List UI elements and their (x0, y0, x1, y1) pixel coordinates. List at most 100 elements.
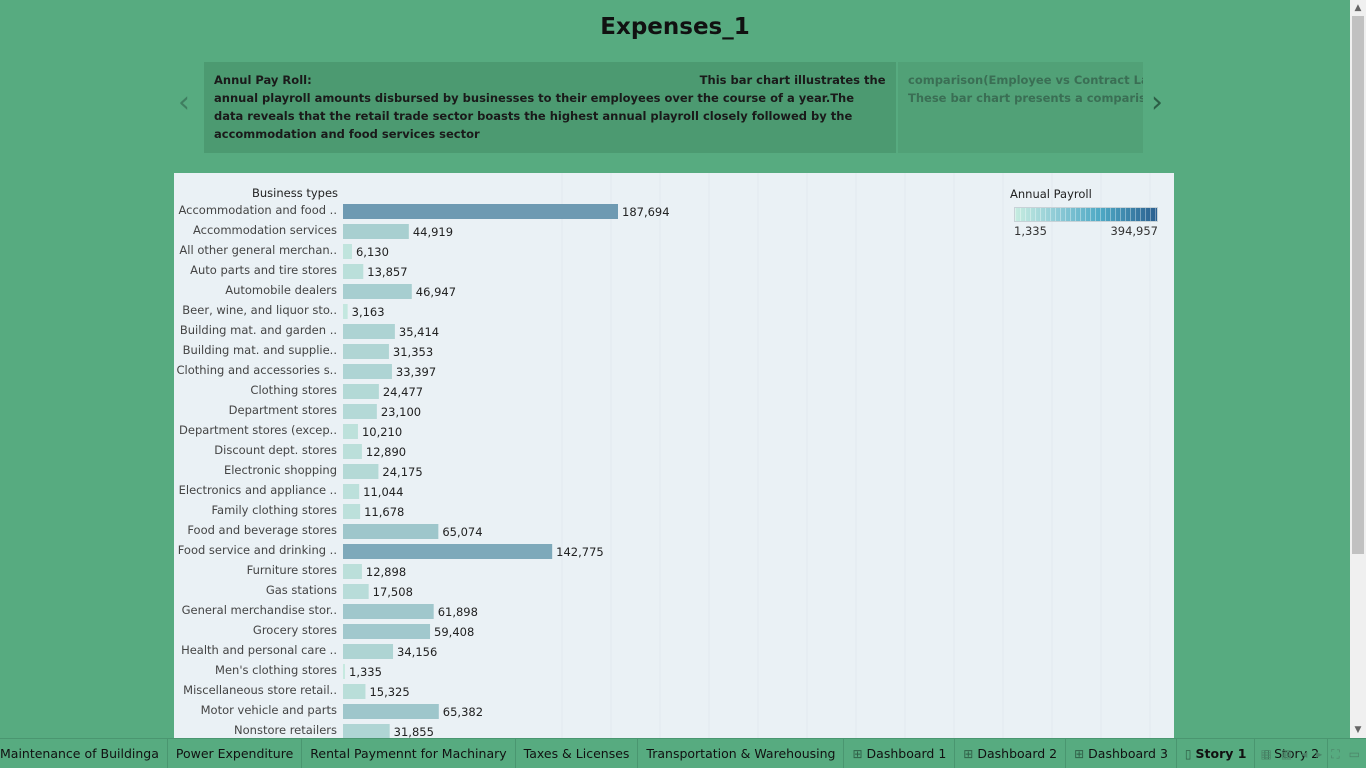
value-label: 46,947 (416, 285, 456, 299)
bar[interactable] (343, 544, 553, 559)
fit-screen-icon[interactable]: ⛶ (1331, 746, 1340, 761)
bar[interactable] (343, 724, 390, 738)
category-label: Health and personal care .. (181, 643, 337, 657)
bar[interactable] (343, 444, 362, 459)
sheet-tab[interactable]: Maintenance of Buildinga (0, 738, 168, 768)
category-label: Beer, wine, and liquor sto.. (182, 303, 337, 317)
bar[interactable] (343, 244, 352, 259)
bar[interactable] (343, 404, 377, 419)
category-label: Miscellaneous store retail.. (183, 683, 337, 697)
value-label: 65,074 (442, 525, 482, 539)
bar-chart: Accommodation and food .. 187,694 Accommod… (176, 173, 1151, 738)
bar[interactable] (343, 644, 394, 659)
bar[interactable] (343, 564, 362, 579)
sheet-tab[interactable]: ⊞ Dashboard 2 (955, 738, 1067, 768)
sheet-tab[interactable]: Rental Paymennt for Machinary (302, 738, 516, 768)
value-label: 59,408 (434, 625, 474, 639)
category-label: Department stores (229, 403, 337, 417)
sheet-tab-bar: Maintenance of Buildinga Power Expenditur… (0, 738, 1366, 768)
story-next-button[interactable]: › (1151, 88, 1163, 118)
bar[interactable] (343, 344, 389, 359)
story-point-next[interactable]: comparison(Employee vs Contract Labour T… (898, 62, 1143, 153)
sheet-tab-label: Story 2 (1274, 745, 1320, 761)
value-label: 142,775 (556, 545, 604, 559)
scroll-thumb[interactable] (1352, 16, 1364, 554)
tab-bar-controls: ▤ ▦ ◂ ▸ ⛶ ▭ (1261, 739, 1361, 768)
column-header: Business types (252, 186, 339, 200)
bar[interactable] (343, 524, 439, 539)
bar[interactable] (343, 704, 439, 719)
value-label: 10,210 (362, 425, 402, 439)
category-label: Motor vehicle and parts (201, 703, 337, 717)
sheet-tab-label: Dashboard 3 (1088, 745, 1168, 761)
story-prev-button[interactable]: ‹ (178, 88, 190, 118)
category-label: Building mat. and garden .. (180, 323, 337, 337)
value-label: 17,508 (373, 585, 413, 599)
scroll-up-icon[interactable]: ▲ (1354, 3, 1362, 13)
story-icon: ▯ (1263, 746, 1271, 761)
category-label: General merchandise stor.. (182, 603, 337, 617)
category-label: Electronics and appliance .. (179, 483, 337, 497)
bar[interactable] (343, 484, 360, 499)
category-label: Clothing and accessories s.. (176, 363, 337, 377)
bar[interactable] (343, 264, 364, 279)
story-point-line: These bar chart presents a comparison b (908, 91, 1143, 105)
story-icon: ▯ (1184, 746, 1192, 761)
story-point-line: comparison(Employee vs Contract Labour (908, 73, 1143, 87)
page-title: Expenses_1 (600, 14, 750, 40)
category-label: Building mat. and supplie.. (183, 343, 337, 357)
value-label: 33,397 (396, 365, 436, 379)
show-sheet-sorter-icon[interactable]: ▤ (1260, 747, 1272, 761)
vertical-scrollbar[interactable]: ▲ ▼ (1350, 0, 1366, 738)
bar[interactable] (343, 684, 366, 699)
category-label: Accommodation services (193, 223, 337, 237)
story-point-heading: Annul Pay Roll: (214, 73, 312, 87)
sheet-tab[interactable]: ⊞ Dashboard 1 (844, 738, 956, 768)
bar[interactable] (343, 504, 361, 519)
category-label: Food service and drinking .. (178, 543, 337, 557)
bar[interactable] (343, 584, 369, 599)
category-label: Grocery stores (253, 623, 337, 637)
category-label: All other general merchan.. (179, 243, 337, 257)
sheet-tab-label: Dashboard 2 (977, 745, 1058, 761)
bar[interactable] (343, 664, 345, 679)
value-label: 12,898 (366, 565, 406, 579)
bar[interactable] (343, 604, 434, 619)
bar[interactable] (343, 424, 358, 439)
category-label: Auto parts and tire stores (190, 263, 337, 277)
value-label: 3,163 (352, 305, 385, 319)
sheet-tab[interactable]: Taxes & Licenses (516, 738, 639, 768)
bar[interactable] (343, 204, 618, 219)
sheet-tab[interactable]: ⊞ Dashboard 3 (1066, 738, 1177, 768)
sheet-tab[interactable]: Transportation & Warehousing (638, 738, 845, 768)
bar[interactable] (343, 324, 395, 339)
scroll-left-icon[interactable]: ◂ (1301, 747, 1308, 761)
bar[interactable] (343, 464, 379, 479)
story-point-active[interactable]: Annul Pay Roll: This bar chart illustrate… (204, 62, 896, 153)
dashboard-icon: ⊞ (1074, 746, 1085, 761)
value-label: 31,353 (393, 345, 433, 359)
sheet-tab-label: Dashboard 1 (866, 745, 947, 761)
sheet-tab[interactable]: ▯ Story 1 (1177, 738, 1256, 768)
bar[interactable] (343, 284, 412, 299)
sheet-tab[interactable]: ▯ Story 2 (1255, 738, 1329, 768)
sheet-tab[interactable]: Power Expenditure (168, 738, 303, 768)
category-label: Clothing stores (250, 383, 337, 397)
show-filmstrip-icon[interactable]: ▦ (1280, 747, 1293, 761)
bar[interactable] (343, 304, 348, 319)
bar[interactable] (343, 624, 431, 639)
value-label: 35,414 (399, 325, 439, 339)
legend-title: Annual Payroll (1010, 187, 1092, 201)
category-label: Furniture stores (247, 563, 337, 577)
scroll-down-icon[interactable]: ▼ (1354, 725, 1362, 735)
dashboard-icon: ⊞ (963, 746, 974, 761)
bar[interactable] (343, 364, 392, 379)
bar[interactable] (343, 384, 379, 399)
category-label: Accommodation and food .. (179, 203, 338, 217)
sheet-tab-label: Taxes & Licenses (523, 745, 630, 761)
chevron-right-icon: › (1151, 85, 1163, 120)
scroll-right-icon[interactable]: ▸ (1316, 747, 1323, 761)
presentation-mode-icon[interactable]: ▭ (1348, 747, 1360, 761)
category-label: Nonstore retailers (234, 723, 337, 737)
bar[interactable] (343, 224, 409, 239)
